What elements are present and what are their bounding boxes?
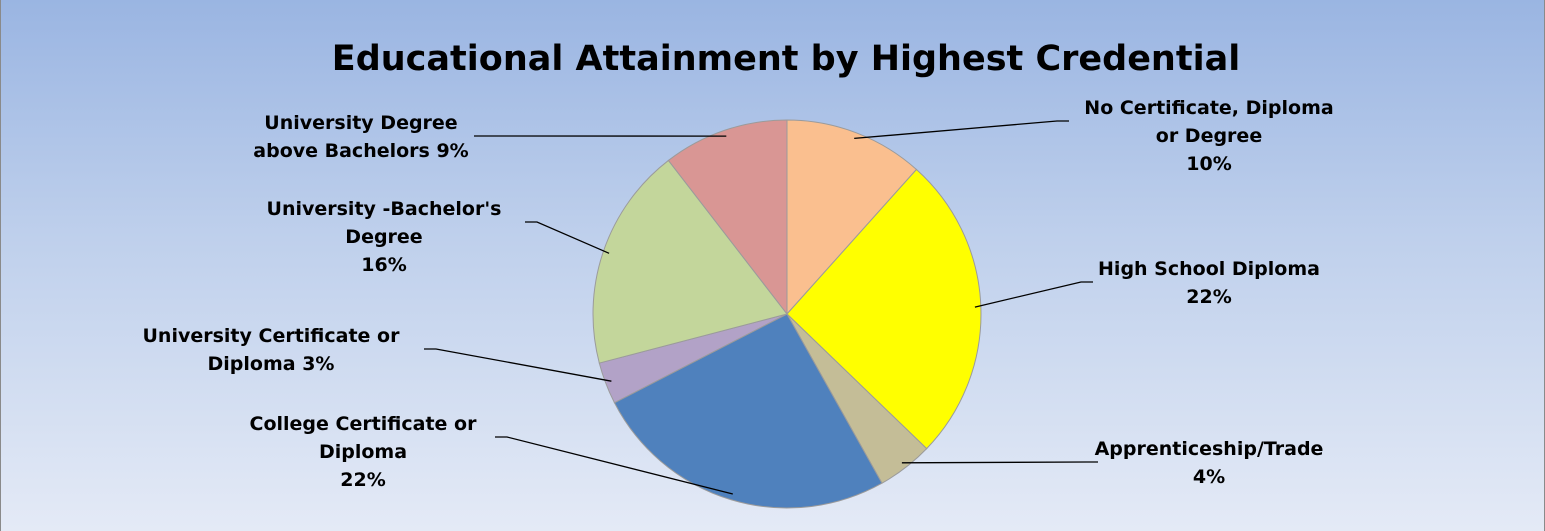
leader-line <box>424 348 612 382</box>
data-label: University Degree above Bachelors 9% <box>253 112 468 162</box>
data-label: College Certificate or Diploma 22% <box>250 413 478 491</box>
data-label: University -Bachelor's Degree 16% <box>267 198 502 276</box>
data-labels: No Certificate, Diploma or Degree 10% High … <box>143 97 1334 491</box>
pie-slice <box>786 119 918 316</box>
leader-lines <box>424 120 1098 495</box>
leader-line <box>854 120 1069 140</box>
data-label: No Certificate, Diploma or Degree 10% <box>1084 97 1333 175</box>
leader-line <box>974 281 1093 308</box>
data-label: High School Diploma 22% <box>1098 258 1320 308</box>
pie-slice <box>786 168 982 450</box>
data-label: Apprenticeship/Trade 4% <box>1095 438 1324 488</box>
data-label: University Certificate or Diploma 3% <box>143 325 401 375</box>
pie-slice <box>667 119 788 316</box>
chart-title: Educational Attainment by Highest Creden… <box>332 39 1240 79</box>
pie-slice <box>613 313 883 509</box>
leader-line <box>901 461 1098 464</box>
leader-line <box>495 436 733 495</box>
pie-slices <box>592 119 982 509</box>
leader-line <box>525 221 610 254</box>
